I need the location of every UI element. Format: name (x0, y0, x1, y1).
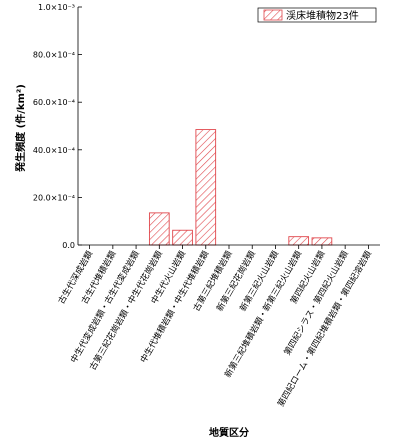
y-tick-label-3: 60.0×10⁻⁴ (33, 98, 75, 107)
bar-10 (288, 236, 310, 246)
bar-5 (172, 229, 193, 246)
y-tick-label-5: 1.0×10⁻³ (38, 3, 75, 12)
legend-swatch (263, 9, 283, 21)
y-axis-title: 発生頻度 (件/km²) (14, 84, 27, 173)
y-tick-label-4: 80.0×10⁻⁴ (33, 51, 75, 60)
axes-group (77, 7, 380, 246)
x-axis-title: 地質区分 (209, 426, 249, 439)
legend: 渓床堆積物23件 (257, 7, 377, 23)
bar-6 (195, 129, 217, 246)
bar-11 (311, 237, 333, 246)
y-tick-label-1: 20.0×10⁻⁴ (33, 193, 75, 202)
y-tick-label-0: 0.0 (62, 241, 75, 250)
y-tick-label-2: 40.0×10⁻⁴ (33, 146, 75, 155)
bar-4 (148, 212, 170, 246)
legend-label: 渓床堆積物23件 (286, 9, 359, 22)
bars-group (148, 129, 333, 246)
y-ticks-group: 0.0 20.0×10⁻⁴ 40.0×10⁻⁴ 60.0×10⁻⁴ 80.0×10⁻⁴ 1… (33, 3, 82, 250)
legend-box (257, 7, 377, 23)
x-ticks-group: 古生代深成岩類古生代堆積岩類中生代変成岩類・古生代変成岩類古第三紀花崗岩類・中生… (56, 245, 374, 409)
